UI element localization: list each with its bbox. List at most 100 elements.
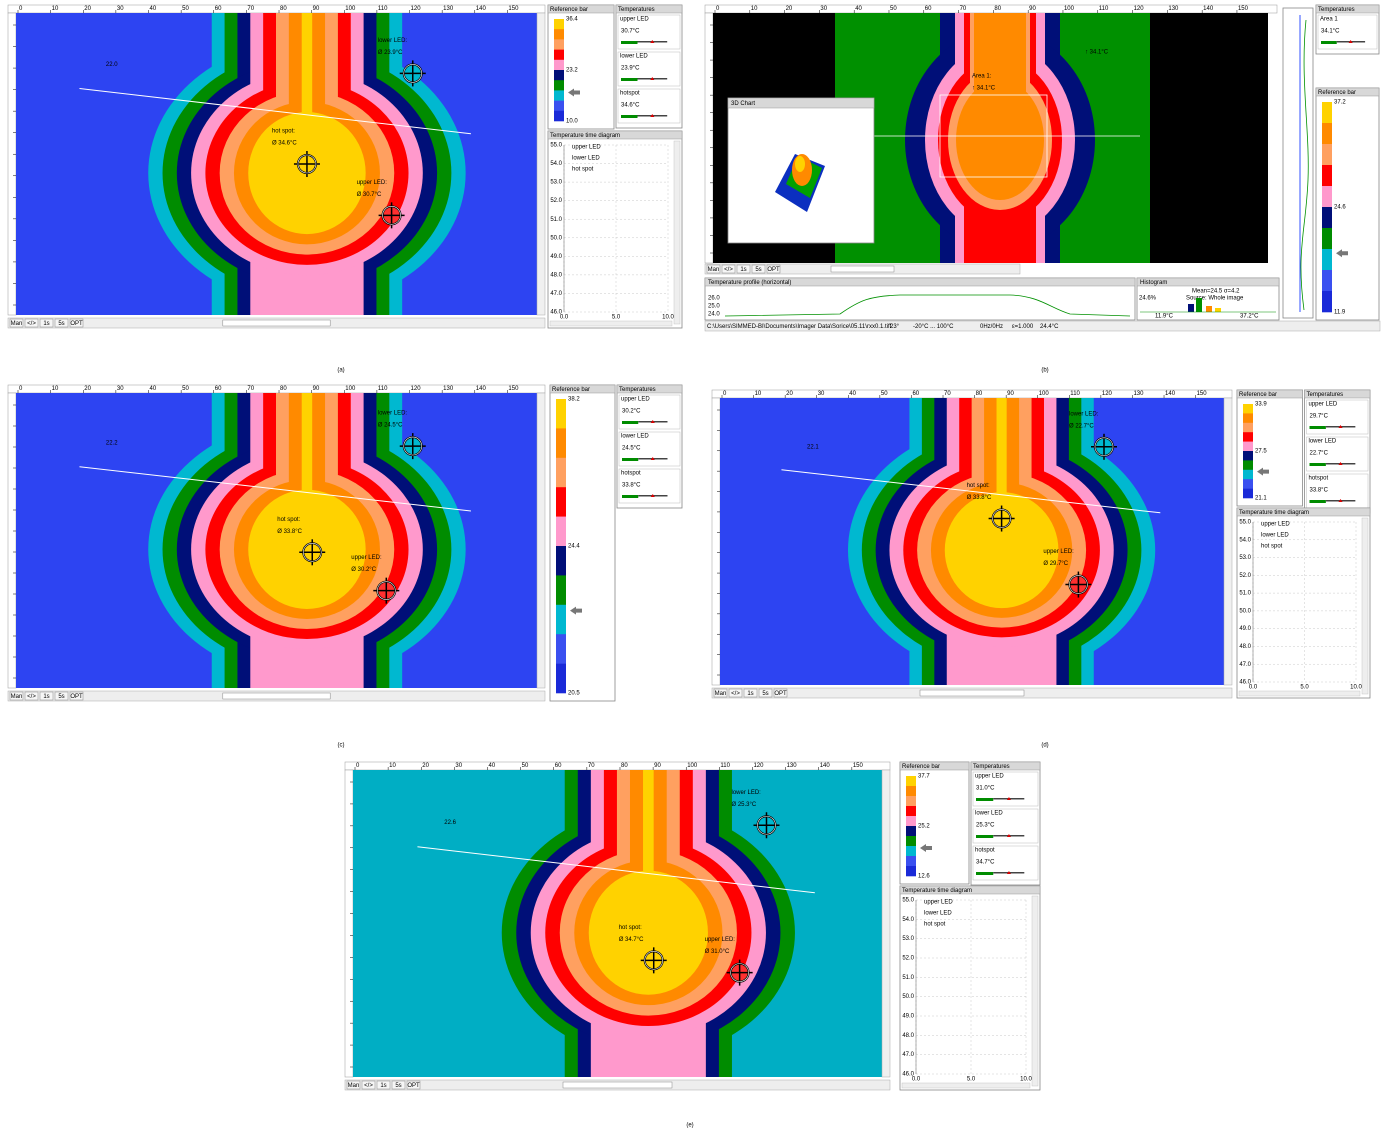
- color-scale-label: 36.4: [566, 17, 578, 23]
- marker-label: hot spot:: [967, 483, 990, 489]
- toolbar-button-label: OPT: [70, 694, 83, 700]
- ruler-tick-label: 20: [84, 6, 91, 12]
- ruler-tick-label: 30: [117, 386, 124, 392]
- ruler-tick-label: 70: [247, 386, 254, 392]
- panel-header-title: Temperatures: [619, 387, 656, 393]
- color-scale-step: [1243, 479, 1253, 489]
- color-scale-step: [556, 458, 566, 488]
- ruler-left: [8, 13, 16, 315]
- y-tick-label: 54.0: [550, 161, 562, 167]
- legend-entry: hot spot: [924, 922, 946, 928]
- ruler-tick-label: 10: [751, 6, 758, 12]
- ruler-tick-label: 140: [476, 6, 487, 12]
- x-tick-label: 0.0: [912, 1077, 921, 1083]
- figure: 010203040506070809010011012013014015022.…: [0, 0, 1387, 1148]
- ruler-tick-label: 60: [215, 386, 222, 392]
- color-scale-step: [1322, 165, 1332, 186]
- ruler-tick-label: 120: [1134, 6, 1145, 12]
- toolbar-button-label: Man: [11, 694, 23, 700]
- temperature-name: upper LED: [1309, 402, 1338, 408]
- temperature-name: upper LED: [621, 397, 650, 403]
- toolbar-button-label: OPT: [70, 321, 83, 327]
- toolbar-button-label: </>: [364, 1083, 373, 1089]
- ruler-tick-label: 40: [488, 763, 495, 769]
- color-scale-step: [554, 50, 564, 61]
- area-value: ↑ 34.1°C: [972, 86, 996, 92]
- y-tick-label: 50.0: [550, 235, 562, 241]
- temperature-name: hotspot: [620, 91, 640, 97]
- color-scale-label: 38.2: [568, 397, 580, 403]
- scrollbar-v: [882, 770, 890, 1077]
- ruler-tick-label: 80: [621, 763, 628, 769]
- level-bar: [622, 495, 638, 498]
- toolbar-button-label: OPT: [407, 1083, 420, 1089]
- ruler-tick-label: 110: [1099, 6, 1109, 12]
- color-scale-step: [554, 80, 564, 91]
- profile-line-label: 22.1: [807, 444, 819, 450]
- ruler-tick-label: 70: [944, 391, 951, 397]
- level-bar: [621, 78, 638, 81]
- toolbar-button-label: Man: [11, 321, 23, 327]
- ruler-tick-label: 30: [455, 763, 462, 769]
- panel-header-title: Reference bar: [1239, 392, 1277, 398]
- toolbar-button-label: </>: [27, 321, 36, 327]
- color-scale-label: 10.0: [566, 119, 578, 125]
- scroll-thumb: [920, 690, 1024, 696]
- chart-3d-peak: [795, 156, 805, 172]
- scrollbar: [674, 141, 680, 324]
- y-tick-label: 47.0: [1239, 662, 1251, 668]
- toolbar-button-label: 1s: [380, 1083, 386, 1089]
- toolbar-button-label: </>: [27, 694, 36, 700]
- scrollbar-v: [537, 393, 545, 688]
- toolbar-button-label: 1s: [740, 267, 746, 273]
- x-tick-label: 0.0: [560, 315, 569, 321]
- panel-header-title: Temperatures: [1307, 392, 1344, 398]
- y-tick-label: 52.0: [550, 198, 562, 204]
- ruler-tick-label: 60: [925, 6, 932, 12]
- y-tick-label: 50.0: [902, 994, 914, 1000]
- color-scale-step: [906, 786, 916, 796]
- color-scale-step: [554, 90, 564, 101]
- y-tick-label: 55.0: [550, 143, 562, 149]
- ruler-tick-label: 30: [818, 391, 825, 397]
- marker-label: hot spot:: [277, 517, 300, 523]
- color-scale-step: [1322, 102, 1332, 123]
- level-bar: [621, 115, 638, 118]
- x-tick-label: 5.0: [612, 315, 621, 321]
- marker-value: Ø 34.6°C: [272, 141, 297, 147]
- histogram-bar: [1196, 298, 1202, 312]
- marker-value: Ø 31.0°C: [705, 949, 730, 955]
- ruler-left: [345, 770, 353, 1077]
- color-scale-step: [1322, 207, 1332, 228]
- ruler-tick-label: 100: [1064, 6, 1075, 12]
- marker-label: upper LED:: [705, 937, 736, 943]
- color-scale-label: 21.1: [1255, 496, 1267, 502]
- y-tick-label: 55.0: [1239, 520, 1251, 526]
- panel-header-title: Temperatures: [618, 7, 655, 13]
- legend-entry: hot spot: [1261, 544, 1283, 550]
- profile-line-label: 22.6: [444, 820, 456, 826]
- marker-label: upper LED:: [351, 555, 382, 561]
- histogram-max: 37.2°C: [1240, 314, 1259, 320]
- ruler-tick-label: 150: [508, 6, 519, 12]
- y-tick-label: 25.0: [708, 304, 720, 310]
- legend-entry: lower LED: [924, 911, 952, 917]
- color-scale-label: 23.2: [566, 68, 578, 74]
- panel-header-title: Reference bar: [552, 387, 590, 393]
- color-scale-step: [1322, 249, 1332, 270]
- ruler-tick-label: 120: [753, 763, 764, 769]
- color-scale-label: 33.9: [1255, 402, 1267, 408]
- ruler-tick-label: 40: [150, 6, 157, 12]
- ruler-tick-label: 50: [522, 763, 529, 769]
- y-tick-label: 50.0: [1239, 608, 1251, 614]
- ruler-tick-label: 120: [411, 386, 422, 392]
- ruler-tick-label: 10: [389, 763, 396, 769]
- marker-value: Ø 25.3°C: [731, 802, 756, 808]
- y-tick-label: 52.0: [1239, 573, 1251, 579]
- color-scale-label: 27.5: [1255, 449, 1267, 455]
- temperature-name: lower LED: [621, 434, 649, 440]
- color-scale-step: [1322, 291, 1332, 312]
- ruler-tick-label: 150: [1238, 6, 1249, 12]
- level-bar: [1310, 500, 1326, 503]
- histogram-source: Source: Whole image: [1186, 296, 1244, 302]
